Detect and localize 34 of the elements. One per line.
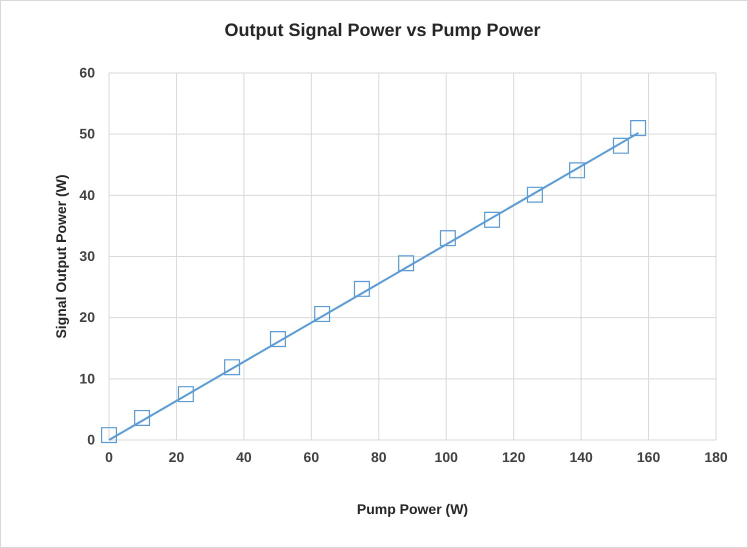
x-tick-label: 120 bbox=[502, 448, 526, 465]
point bbox=[134, 410, 150, 426]
chart-title: Output Signal Power vs Pump Power bbox=[224, 20, 541, 40]
point bbox=[440, 230, 456, 246]
x-tick-label: 140 bbox=[569, 448, 594, 465]
x-tick-label: 80 bbox=[370, 448, 387, 465]
y-tick-label: 0 bbox=[87, 431, 96, 448]
x-tick-label: 100 bbox=[434, 448, 458, 465]
x-tick-label: 60 bbox=[304, 448, 320, 465]
y-tick-label: 10 bbox=[79, 370, 96, 386]
point bbox=[630, 120, 646, 136]
point bbox=[569, 162, 586, 178]
x-tick-label: 180 bbox=[704, 448, 728, 465]
point bbox=[224, 359, 240, 376]
point bbox=[484, 212, 500, 228]
point bbox=[354, 280, 370, 297]
point bbox=[100, 427, 118, 444]
x-tick-label: 20 bbox=[168, 448, 184, 465]
y-tick-label: 30 bbox=[79, 248, 96, 264]
y-tick-label: 20 bbox=[79, 309, 96, 326]
y-axis-title: Signal Output Power (W) bbox=[53, 174, 69, 339]
point bbox=[270, 331, 286, 348]
point bbox=[314, 306, 330, 322]
x-tick-label: 160 bbox=[636, 448, 660, 465]
x-tick-label: 40 bbox=[236, 448, 252, 465]
point bbox=[398, 255, 414, 272]
y-tick-label: 40 bbox=[79, 186, 96, 203]
point bbox=[526, 186, 543, 203]
point bbox=[612, 138, 629, 154]
x-axis-title: Pump Power (W) bbox=[356, 501, 468, 517]
y-tick-label: 50 bbox=[79, 126, 96, 142]
y-tick-label: 60 bbox=[79, 64, 96, 80]
x-tick-label: 0 bbox=[105, 448, 114, 465]
point bbox=[178, 386, 194, 402]
